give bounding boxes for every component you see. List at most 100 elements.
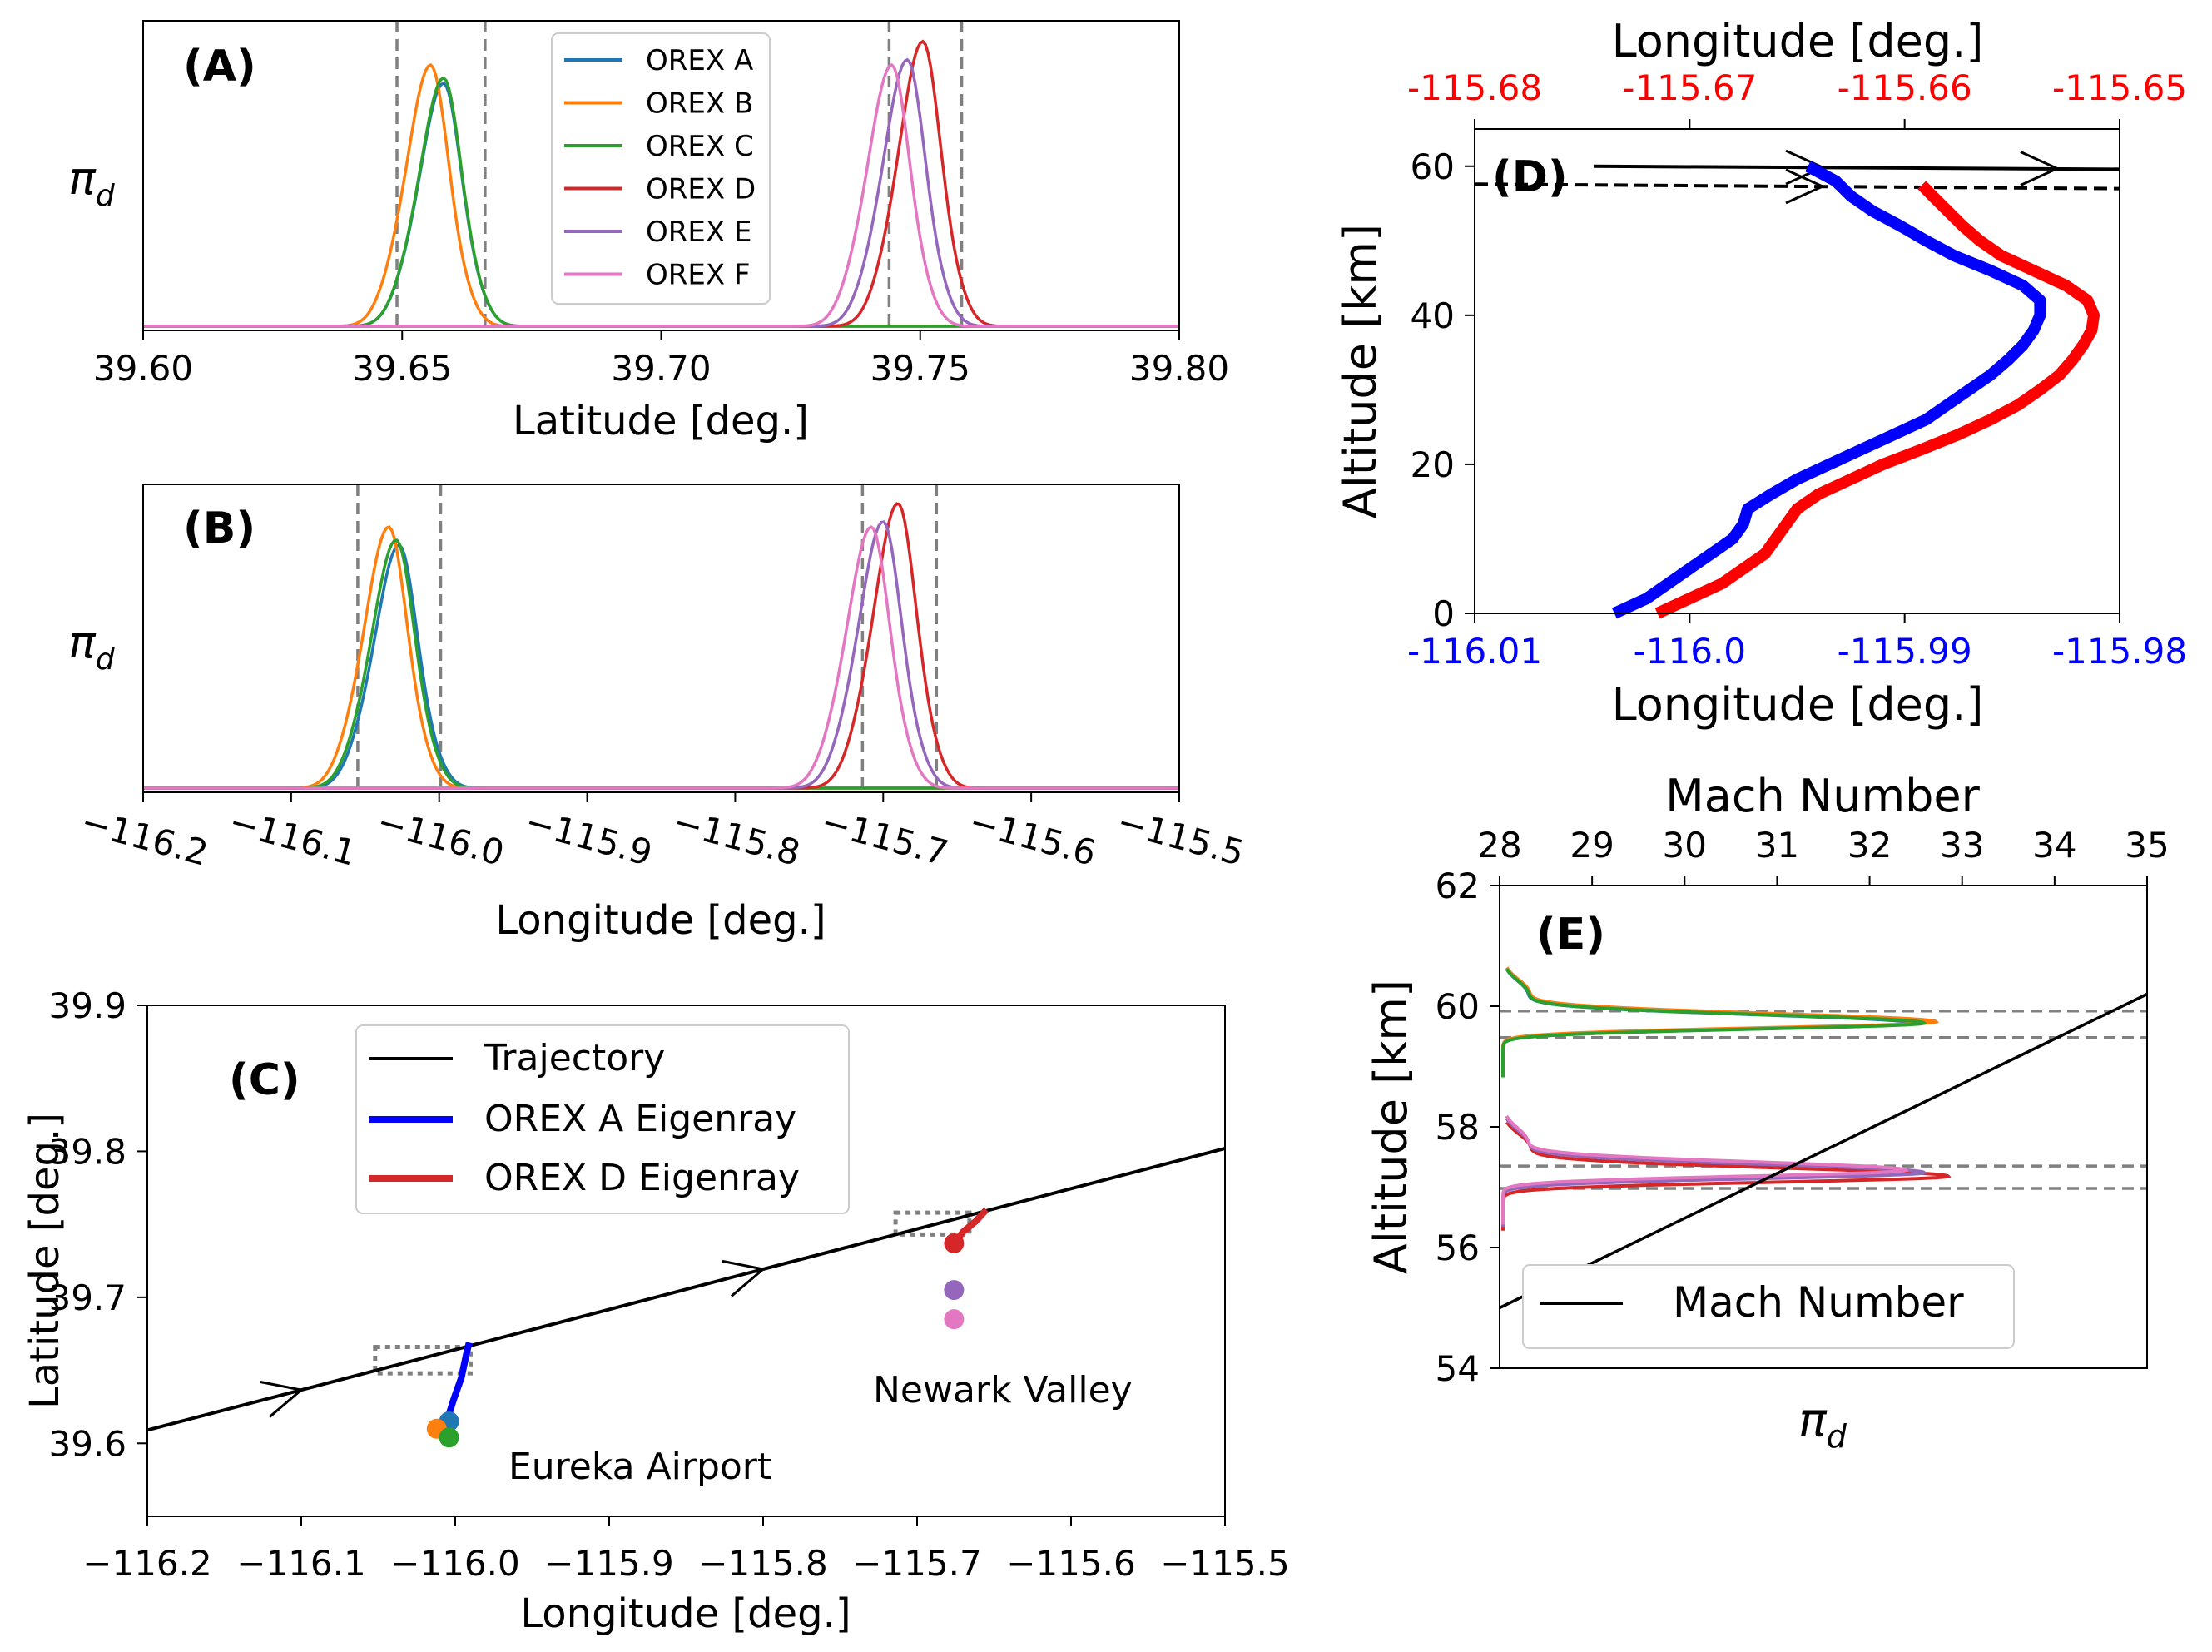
panel-a-curves bbox=[143, 39, 1179, 328]
panel-d-xlabel: Longitude [deg.] bbox=[1612, 678, 1984, 731]
station-orex-e bbox=[944, 1280, 965, 1301]
panel-e: 28 29 30 31 32 33 34 35 54 56 58 60 62 (E) Mach Numb… bbox=[1365, 770, 2170, 1455]
y-tick-label: 60 bbox=[1436, 986, 1480, 1027]
trajectory-arrow bbox=[2020, 151, 2061, 186]
station-orex-d bbox=[944, 1233, 965, 1253]
panel-a-ticks: 39.60 39.65 39.70 39.75 39.80 bbox=[93, 330, 1229, 389]
eigenray-a bbox=[445, 1342, 473, 1423]
legend-label: OREX D bbox=[646, 173, 756, 206]
trajectory-arrow bbox=[1785, 168, 1826, 205]
panel-d-label: (D) bbox=[1492, 152, 1568, 202]
trajectory-line bbox=[146, 1146, 1226, 1432]
top-x-tick-label: 32 bbox=[1847, 825, 1892, 866]
x-tick-label: −115.5 bbox=[1113, 801, 1248, 874]
eigenray-d bbox=[1654, 181, 2100, 619]
trajectory-arrow bbox=[260, 1381, 305, 1418]
panel-a-label: (A) bbox=[183, 42, 256, 92]
top-x-tick-label: -115.65 bbox=[2052, 67, 2187, 108]
panel-b-curves bbox=[143, 502, 1179, 790]
panel-e-label: (E) bbox=[1536, 910, 1605, 960]
x-tick-label: −115.9 bbox=[544, 1543, 673, 1584]
y-tick-label: 56 bbox=[1436, 1228, 1480, 1268]
legend-label: OREX A bbox=[646, 44, 753, 77]
series-orex-b bbox=[143, 525, 1179, 790]
x-tick-label: -115.98 bbox=[2052, 631, 2187, 672]
panel-d-plot bbox=[1474, 149, 2120, 619]
annotation-newark-valley: Newark Valley bbox=[873, 1369, 1133, 1411]
trajectory-arrow bbox=[722, 1259, 766, 1297]
series-orex-f bbox=[143, 62, 1179, 328]
series-orex-e bbox=[143, 520, 1179, 790]
series-orex-b bbox=[1501, 966, 1940, 1077]
x-tick-label: 39.75 bbox=[870, 348, 970, 389]
series-orex-c bbox=[1501, 968, 1928, 1078]
x-tick-label: −115.6 bbox=[965, 801, 1100, 874]
panel-c-label: (C) bbox=[229, 1055, 300, 1105]
panel-b-reference-lines bbox=[356, 484, 939, 792]
top-x-tick-label: -115.67 bbox=[1622, 67, 1757, 108]
panel-c-plot bbox=[146, 1146, 1226, 1448]
top-x-tick-label: 34 bbox=[2032, 825, 2076, 866]
panel-a-ylabel: πd bbox=[68, 152, 116, 213]
panel-c: −116.2 −116.1 −116.0 −115.9 −115.8 −115.7 −115… bbox=[22, 985, 1290, 1637]
x-tick-label: −116.2 bbox=[77, 801, 212, 874]
series-orex-d bbox=[143, 502, 1179, 790]
eigenray-a bbox=[1611, 161, 2046, 619]
panel-a: 39.60 39.65 39.70 39.75 39.80 (A) Latitude [… bbox=[68, 20, 1229, 444]
top-x-tick-label: 31 bbox=[1755, 825, 1799, 866]
panel-e-legend: Mach Number bbox=[1522, 1264, 2015, 1349]
panel-b-label: (B) bbox=[183, 504, 255, 553]
panel-e-ticks: 28 29 30 31 32 33 34 35 54 56 58 60 62 bbox=[1436, 825, 2170, 1389]
panel-e-plot bbox=[1499, 966, 2148, 1310]
top-x-tick-label: -115.66 bbox=[1838, 67, 1972, 108]
top-x-tick-label: 29 bbox=[1570, 825, 1614, 866]
panel-d-frame bbox=[1474, 128, 2120, 614]
y-tick-label: 39.9 bbox=[48, 985, 126, 1026]
panel-b-ylabel: πd bbox=[68, 616, 116, 677]
panel-b-frame bbox=[142, 484, 1180, 793]
top-x-tick-label: 33 bbox=[1940, 825, 1984, 866]
y-tick-label: 0 bbox=[1432, 593, 1455, 634]
x-tick-label: −115.5 bbox=[1160, 1543, 1289, 1584]
trajectory-arrow bbox=[1785, 149, 1826, 186]
x-tick-label: 39.70 bbox=[611, 348, 711, 389]
panel-c-frame bbox=[146, 1005, 1226, 1517]
legend-trajectory-label: Trajectory bbox=[484, 1037, 665, 1079]
x-tick-label: −115.6 bbox=[1006, 1543, 1135, 1584]
legend-mach-label: Mach Number bbox=[1673, 1278, 1964, 1327]
panel-a-legend-box bbox=[551, 32, 771, 305]
panel-c-legend: Trajectory OREX A Eigenray OREX D Eigenr… bbox=[355, 1024, 850, 1214]
panel-d: -116.01 -116.0 -115.99 -115.98 -115.68 -115.6… bbox=[1334, 15, 2187, 731]
series-orex-a bbox=[1501, 968, 1916, 1078]
series-orex-f bbox=[1501, 1114, 1910, 1225]
y-tick-label: 58 bbox=[1436, 1107, 1480, 1148]
panel-e-xlabel: πd bbox=[1798, 1393, 1847, 1455]
panel-c-ticks: −116.2 −116.1 −116.0 −115.9 −115.8 −115.7 −115… bbox=[48, 985, 1289, 1584]
x-tick-label: −116.2 bbox=[82, 1543, 211, 1584]
panel-a-legend-items: OREX A OREX B OREX C OREX D OREX E OREX F bbox=[564, 44, 756, 292]
x-tick-label: -115.99 bbox=[1838, 631, 1972, 672]
panel-e-legend-box bbox=[1522, 1264, 2015, 1349]
y-tick-label: 39.6 bbox=[48, 1423, 126, 1464]
x-tick-label: −115.7 bbox=[817, 801, 953, 874]
y-tick-label: 39.8 bbox=[48, 1131, 126, 1172]
station-orex-f bbox=[944, 1309, 965, 1330]
panel-d-top-xlabel: Longitude [deg.] bbox=[1612, 15, 1984, 67]
dotted-region-box bbox=[373, 1345, 473, 1376]
x-tick-label: -116.0 bbox=[1634, 631, 1746, 672]
panel-a-legend: OREX A OREX B OREX C OREX D OREX E OREX F bbox=[551, 32, 771, 305]
panel-b-ticks: −116.2 −116.1 −116.0 −115.9 −115.8 −115.7 −115… bbox=[77, 792, 1248, 874]
x-tick-label: −116.1 bbox=[236, 1543, 365, 1584]
panel-e-top-xlabel: Mach Number bbox=[1665, 770, 1980, 822]
legend-label: OREX F bbox=[646, 259, 751, 292]
x-tick-label: −116.1 bbox=[225, 801, 360, 874]
legend-eigenray-a-label: OREX A Eigenray bbox=[484, 1098, 796, 1140]
series-orex-c bbox=[143, 538, 1179, 790]
panel-c-legend-box bbox=[355, 1024, 850, 1214]
panel-b: −116.2 −116.1 −116.0 −115.9 −115.8 −115.7 −115… bbox=[68, 484, 1248, 944]
legend-label: OREX E bbox=[646, 216, 751, 249]
station-orex-c bbox=[439, 1427, 459, 1448]
x-tick-label: −116.0 bbox=[373, 801, 508, 874]
x-tick-label: 39.60 bbox=[93, 348, 193, 389]
top-x-tick-label: 28 bbox=[1477, 825, 1521, 866]
